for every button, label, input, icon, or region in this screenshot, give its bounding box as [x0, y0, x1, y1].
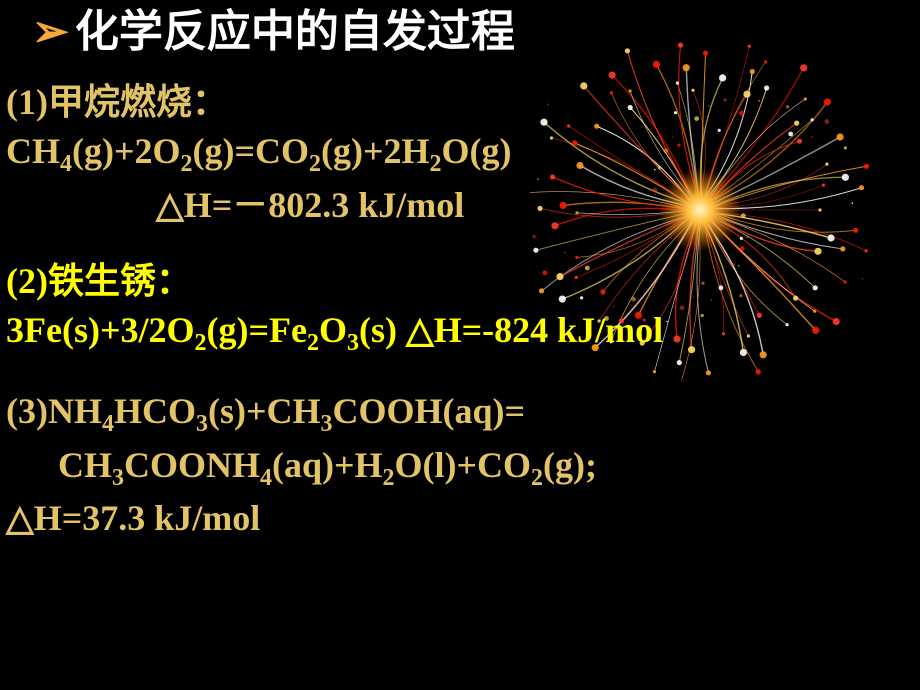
reaction-3-line1: (3)NH4HCO3(s)+CH3COOH(aq)= [6, 387, 914, 441]
reaction-1-deltah: △H=－802.3 kJ/mol [6, 181, 914, 230]
reaction-1-equation: CH4(g)+2O2(g)=CO2(g)+2H2O(g) [6, 127, 914, 181]
reaction-3-deltah: △H=37.3 kJ/mol [6, 494, 914, 543]
reaction-2: (2)铁生锈： 3Fe(s)+3/2O2(g)=Fe2O3(s) △H=-824… [6, 257, 914, 359]
arrow-bullet-icon: ➢ [32, 10, 69, 54]
reaction-3: (3)NH4HCO3(s)+CH3COOH(aq)= CH3COONH4(aq)… [6, 387, 914, 543]
slide-content: ➢ 化学反应中的自发过程 (1)甲烷燃烧： CH4(g)+2O2(g)=CO2(… [0, 0, 920, 690]
reaction-1: (1)甲烷燃烧： CH4(g)+2O2(g)=CO2(g)+2H2O(g) △H… [6, 78, 914, 229]
reaction-1-label: (1)甲烷燃烧： [6, 78, 914, 127]
reaction-3-line2: CH3COONH4(aq)+H2O(l)+CO2(g); [6, 441, 914, 495]
reaction-2-equation: 3Fe(s)+3/2O2(g)=Fe2O3(s) △H=-824 kJ/mol [6, 306, 914, 360]
slide-title-row: ➢ 化学反应中的自发过程 [6, 8, 914, 56]
reaction-2-label: (2)铁生锈： [6, 257, 914, 306]
slide-heading: 化学反应中的自发过程 [75, 8, 515, 56]
